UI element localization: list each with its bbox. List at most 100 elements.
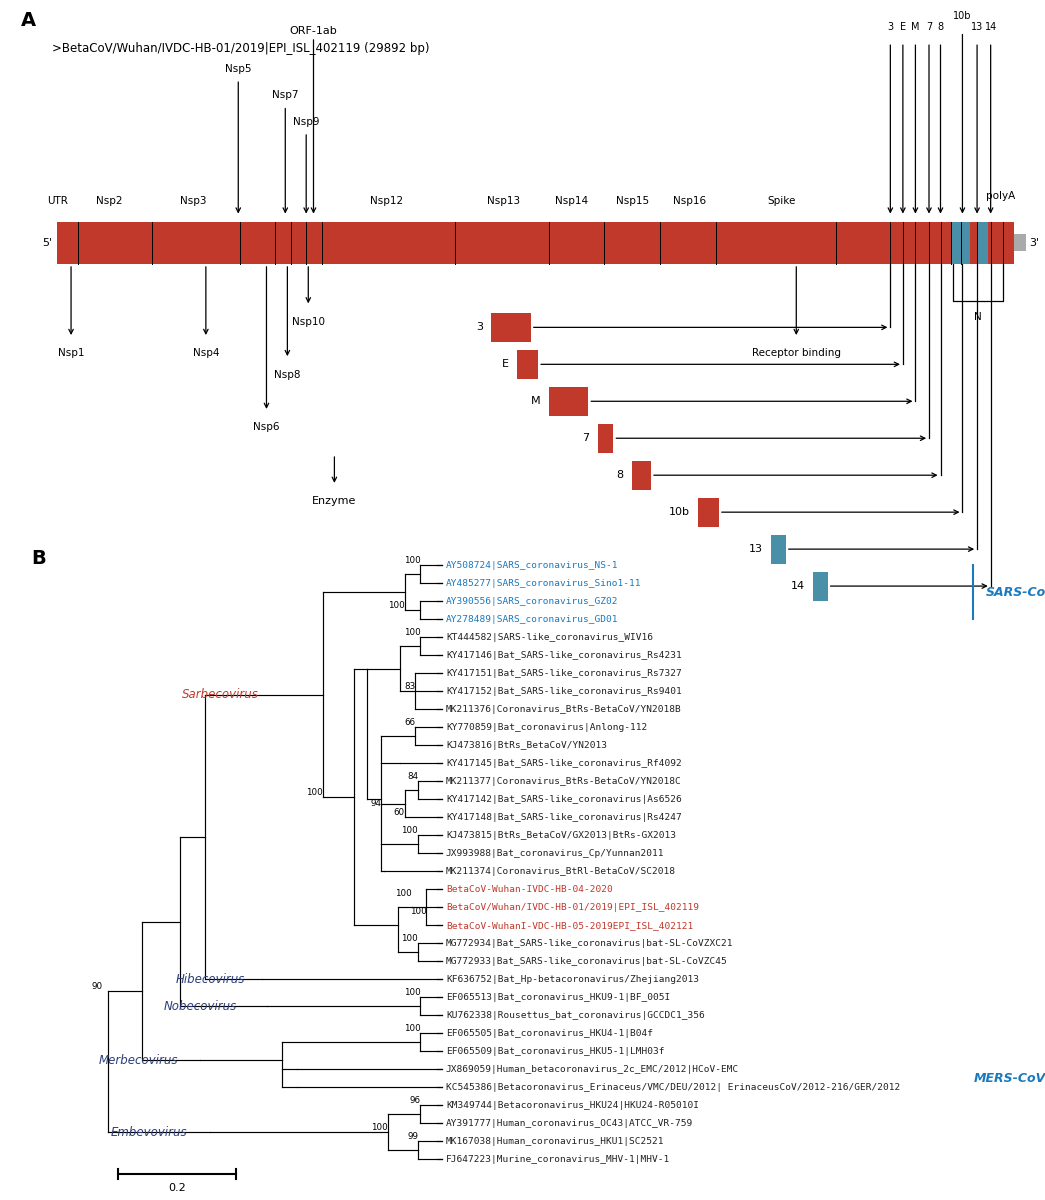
Text: 14: 14	[984, 22, 997, 31]
Text: 60: 60	[394, 808, 404, 817]
Text: MG772934|Bat_SARS-like_coronavirus|bat-SL-CoVZXC21: MG772934|Bat_SARS-like_coronavirus|bat-S…	[446, 938, 734, 948]
Text: Nsp3: Nsp3	[180, 196, 207, 206]
Bar	[517, 349, 538, 379]
Text: polyA: polyA	[986, 191, 1016, 200]
Text: KY417148|Bat_SARS-like_coronavirus|Rs4247: KY417148|Bat_SARS-like_coronavirus|Rs424…	[446, 812, 681, 822]
Text: 100: 100	[403, 988, 420, 997]
Text: A: A	[21, 11, 36, 30]
Text: BetaCoV-WuhanI-VDC-HB-05-2019EPI_ISL_402121: BetaCoV-WuhanI-VDC-HB-05-2019EPI_ISL_402…	[446, 920, 693, 930]
Text: B: B	[31, 550, 46, 569]
Text: KF636752|Bat_Hp-betacoronavirus/Zhejiang2013: KF636752|Bat_Hp-betacoronavirus/Zhejiang…	[446, 974, 699, 984]
Text: KY417146|Bat_SARS-like_coronavirus_Rs4231: KY417146|Bat_SARS-like_coronavirus_Rs423…	[446, 650, 681, 660]
Text: E: E	[502, 359, 509, 370]
Text: 3: 3	[887, 22, 893, 31]
Text: MK211376|Coronavirus_BtRs-BetaCoV/YN2018B: MK211376|Coronavirus_BtRs-BetaCoV/YN2018…	[446, 704, 681, 714]
Text: Embevovirus: Embevovirus	[111, 1126, 187, 1139]
Text: MK167038|Human_coronavirus_HKU1|SC2521: MK167038|Human_coronavirus_HKU1|SC2521	[446, 1136, 665, 1146]
Text: KT444582|SARS-like_coronavirus_WIV16: KT444582|SARS-like_coronavirus_WIV16	[446, 632, 653, 642]
Text: Nsp15: Nsp15	[616, 196, 649, 206]
Text: KM349744|Betacoronavirus_HKU24|HKU24-R05010I: KM349744|Betacoronavirus_HKU24|HKU24-R05…	[446, 1100, 699, 1110]
Text: Nobecovirus: Nobecovirus	[163, 1000, 237, 1013]
Text: 100: 100	[401, 934, 418, 943]
Text: Spike: Spike	[767, 196, 796, 206]
Text: KJ473815|BtRs_BetaCoV/GX2013|BtRs-GX2013: KJ473815|BtRs_BetaCoV/GX2013|BtRs-GX2013	[446, 830, 676, 840]
Text: EF065509|Bat_coronavirus_HKU5-1|LMH03f: EF065509|Bat_coronavirus_HKU5-1|LMH03f	[446, 1046, 665, 1056]
Text: 100: 100	[403, 557, 420, 565]
Text: KY417151|Bat_SARS-like_coronavirus_Rs7327: KY417151|Bat_SARS-like_coronavirus_Rs732…	[446, 668, 681, 678]
Text: 100: 100	[388, 601, 404, 611]
Text: 5': 5'	[42, 238, 52, 248]
Text: 99: 99	[408, 1132, 418, 1141]
Text: MK211374|Coronavirus_BtRl-BetaCoV/SC2018: MK211374|Coronavirus_BtRl-BetaCoV/SC2018	[446, 866, 676, 876]
Text: 100: 100	[403, 1024, 420, 1033]
Text: Nsp10: Nsp10	[292, 317, 325, 326]
Text: 94: 94	[370, 799, 381, 808]
Text: >BetaCoV/Wuhan/IVDC-HB-01/2019|EPI_ISL_402119 (29892 bp): >BetaCoV/Wuhan/IVDC-HB-01/2019|EPI_ISL_4…	[52, 42, 429, 55]
Bar	[491, 313, 531, 342]
Text: AY485277|SARS_coronavirus_Sino1-11: AY485277|SARS_coronavirus_Sino1-11	[446, 578, 642, 588]
Text: Nsp13: Nsp13	[487, 196, 520, 206]
Text: KU762338|Rousettus_bat_coronavirus|GCCDC1_356: KU762338|Rousettus_bat_coronavirus|GCCDC…	[446, 1010, 704, 1020]
Text: Nsp16: Nsp16	[673, 196, 706, 206]
Bar	[1014, 234, 1026, 251]
Text: 8: 8	[617, 470, 624, 480]
Text: AY508724|SARS_coronavirus_NS-1: AY508724|SARS_coronavirus_NS-1	[446, 560, 619, 570]
Text: Nsp4: Nsp4	[192, 348, 219, 359]
Text: ORF-1ab: ORF-1ab	[289, 26, 338, 36]
Text: SARS-CoV: SARS-CoV	[985, 586, 1045, 599]
Text: M: M	[911, 22, 920, 31]
Text: AY390556|SARS_coronavirus_GZ02: AY390556|SARS_coronavirus_GZ02	[446, 596, 619, 606]
Text: Sarbecovirus: Sarbecovirus	[182, 688, 259, 701]
Text: Nsp8: Nsp8	[274, 370, 301, 379]
Text: Nsp7: Nsp7	[272, 90, 299, 101]
Text: MK211377|Coronavirus_BtRs-BetaCoV/YN2018C: MK211377|Coronavirus_BtRs-BetaCoV/YN2018…	[446, 776, 681, 786]
Text: Enzyme: Enzyme	[312, 497, 356, 506]
Text: 10b: 10b	[669, 508, 690, 517]
Bar	[977, 222, 988, 264]
Text: Nsp14: Nsp14	[555, 196, 588, 206]
Text: Nsp12: Nsp12	[370, 196, 403, 206]
Text: 10b: 10b	[953, 11, 972, 22]
Text: JX993988|Bat_coronavirus_Cp/Yunnan2011: JX993988|Bat_coronavirus_Cp/Yunnan2011	[446, 848, 665, 858]
Text: Receptor binding: Receptor binding	[751, 348, 841, 359]
Bar	[698, 498, 719, 527]
Text: Merbecovirus: Merbecovirus	[99, 1054, 179, 1067]
Text: 13: 13	[749, 544, 763, 554]
Text: KC545386|Betacoronavirus_Erinaceus/VMC/DEU/2012| ErinaceusCoV/2012-216/GER/2012: KC545386|Betacoronavirus_Erinaceus/VMC/D…	[446, 1082, 900, 1092]
Text: 83: 83	[404, 683, 415, 691]
Text: KY417145|Bat_SARS-like_coronavirus_Rf4092: KY417145|Bat_SARS-like_coronavirus_Rf409…	[446, 758, 681, 768]
Text: 100: 100	[403, 629, 420, 637]
Bar	[813, 571, 828, 600]
Text: 0.2: 0.2	[168, 1183, 186, 1193]
Text: 100: 100	[410, 907, 426, 916]
Text: MG772933|Bat_SARS-like_coronavirus|bat-SL-CoVZC45: MG772933|Bat_SARS-like_coronavirus|bat-S…	[446, 956, 727, 966]
Text: Nsp2: Nsp2	[96, 196, 123, 206]
Text: KY770859|Bat_coronavirus|Anlong-112: KY770859|Bat_coronavirus|Anlong-112	[446, 722, 647, 732]
Text: 100: 100	[306, 788, 323, 797]
Text: N: N	[974, 312, 982, 322]
Text: JX869059|Human_betacoronavirus_2c_EMC/2012|HCoV-EMC: JX869059|Human_betacoronavirus_2c_EMC/20…	[446, 1064, 739, 1074]
Text: 3': 3'	[1029, 238, 1040, 248]
Text: 100: 100	[401, 826, 418, 835]
Text: Nsp6: Nsp6	[253, 422, 280, 432]
Text: BetaCoV/Wuhan/IVDC-HB-01/2019|EPI_ISL_402119: BetaCoV/Wuhan/IVDC-HB-01/2019|EPI_ISL_40…	[446, 902, 699, 912]
Text: MERS-CoV: MERS-CoV	[973, 1072, 1045, 1085]
Bar	[771, 534, 786, 564]
Bar	[549, 386, 588, 415]
Text: 100: 100	[395, 889, 412, 898]
Text: 7: 7	[582, 433, 589, 443]
Text: KY417142|Bat_SARS-like_coronavirus|As6526: KY417142|Bat_SARS-like_coronavirus|As652…	[446, 794, 681, 804]
Text: 14: 14	[790, 581, 805, 592]
Text: 7: 7	[926, 22, 932, 31]
Text: KJ473816|BtRs_BetaCoV/YN2013: KJ473816|BtRs_BetaCoV/YN2013	[446, 740, 607, 750]
Bar	[632, 461, 651, 490]
Text: 8: 8	[937, 22, 944, 31]
Text: AY391777|Human_coronavirus_OC43|ATCC_VR-759: AY391777|Human_coronavirus_OC43|ATCC_VR-…	[446, 1118, 693, 1128]
Text: M: M	[531, 396, 540, 407]
Text: 66: 66	[404, 719, 415, 727]
Text: Hibecovirus: Hibecovirus	[176, 973, 245, 985]
Text: KY417152|Bat_SARS-like_coronavirus_Rs9401: KY417152|Bat_SARS-like_coronavirus_Rs940…	[446, 686, 681, 696]
Text: FJ647223|Murine_coronavirus_MHV-1|MHV-1: FJ647223|Murine_coronavirus_MHV-1|MHV-1	[446, 1154, 670, 1164]
Text: Nsp9: Nsp9	[293, 116, 320, 127]
Text: 96: 96	[410, 1096, 420, 1105]
